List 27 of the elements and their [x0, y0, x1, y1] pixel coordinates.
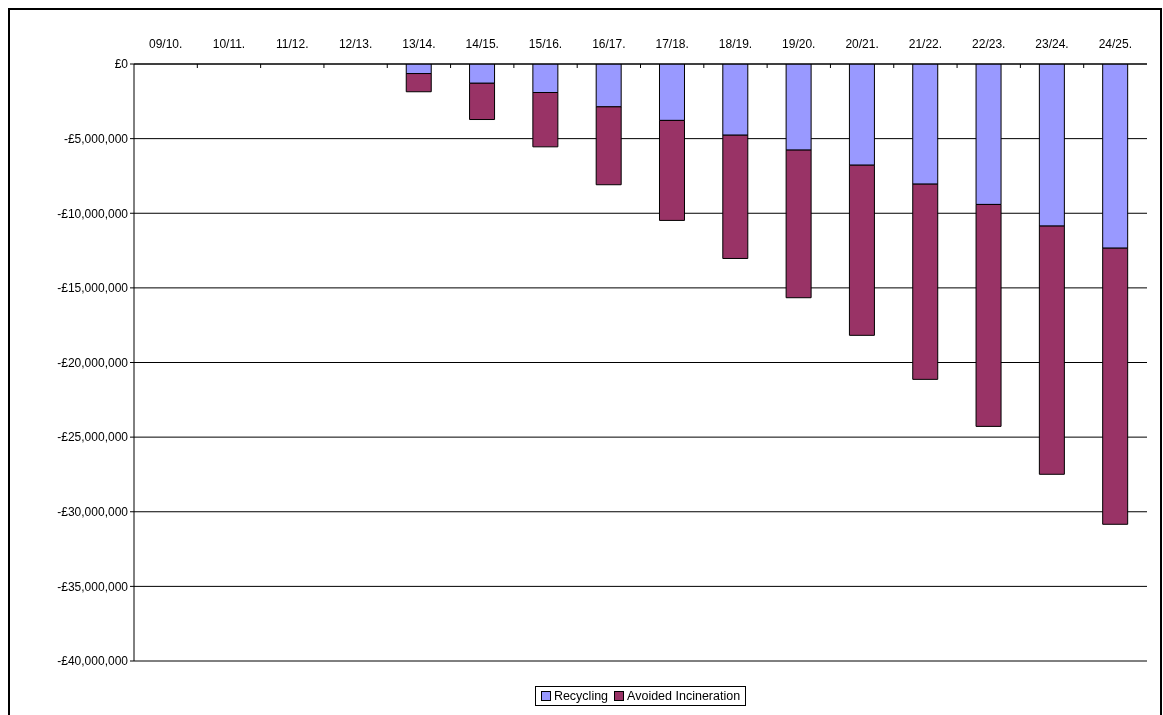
- y-tick-label: -£40,000,000: [57, 654, 129, 669]
- y-tick-label: -£25,000,000: [57, 430, 129, 445]
- x-tick-label: 12/13.: [338, 37, 373, 51]
- x-tick-label: 10/11.: [212, 37, 246, 51]
- x-tick-label: 21/22.: [908, 37, 943, 51]
- x-tick-label: 09/10.: [148, 37, 183, 51]
- x-tick-label: 16/17.: [592, 37, 626, 51]
- x-tick-label: 11/12.: [276, 37, 309, 51]
- y-tick-label: -£15,000,000: [57, 281, 129, 296]
- x-tick-label: 20/21.: [845, 37, 879, 51]
- y-tick-label: -£5,000,000: [63, 131, 129, 146]
- x-tick-label: 23/24.: [1035, 37, 1069, 51]
- x-tick-label: 24/25.: [1098, 37, 1133, 51]
- y-tick-label: £0: [114, 57, 129, 72]
- x-tick-label: 17/18.: [655, 37, 689, 51]
- legend-label: Avoided Incineration: [627, 689, 741, 703]
- x-tick-label: 19/20.: [782, 37, 816, 51]
- y-tick-label: -£30,000,000: [57, 505, 129, 520]
- x-tick-label: 14/15.: [465, 37, 499, 51]
- x-tick-label: 13/14.: [402, 37, 436, 51]
- y-tick-label: -£10,000,000: [57, 206, 129, 221]
- x-tick-label: 18/19.: [718, 37, 753, 51]
- x-tick-label: 15/16.: [528, 37, 563, 51]
- legend-label: Recycling: [553, 689, 609, 703]
- y-tick-label: -£20,000,000: [57, 355, 129, 370]
- y-tick-label: -£35,000,000: [57, 579, 129, 594]
- x-tick-label: 22/23.: [972, 37, 1006, 51]
